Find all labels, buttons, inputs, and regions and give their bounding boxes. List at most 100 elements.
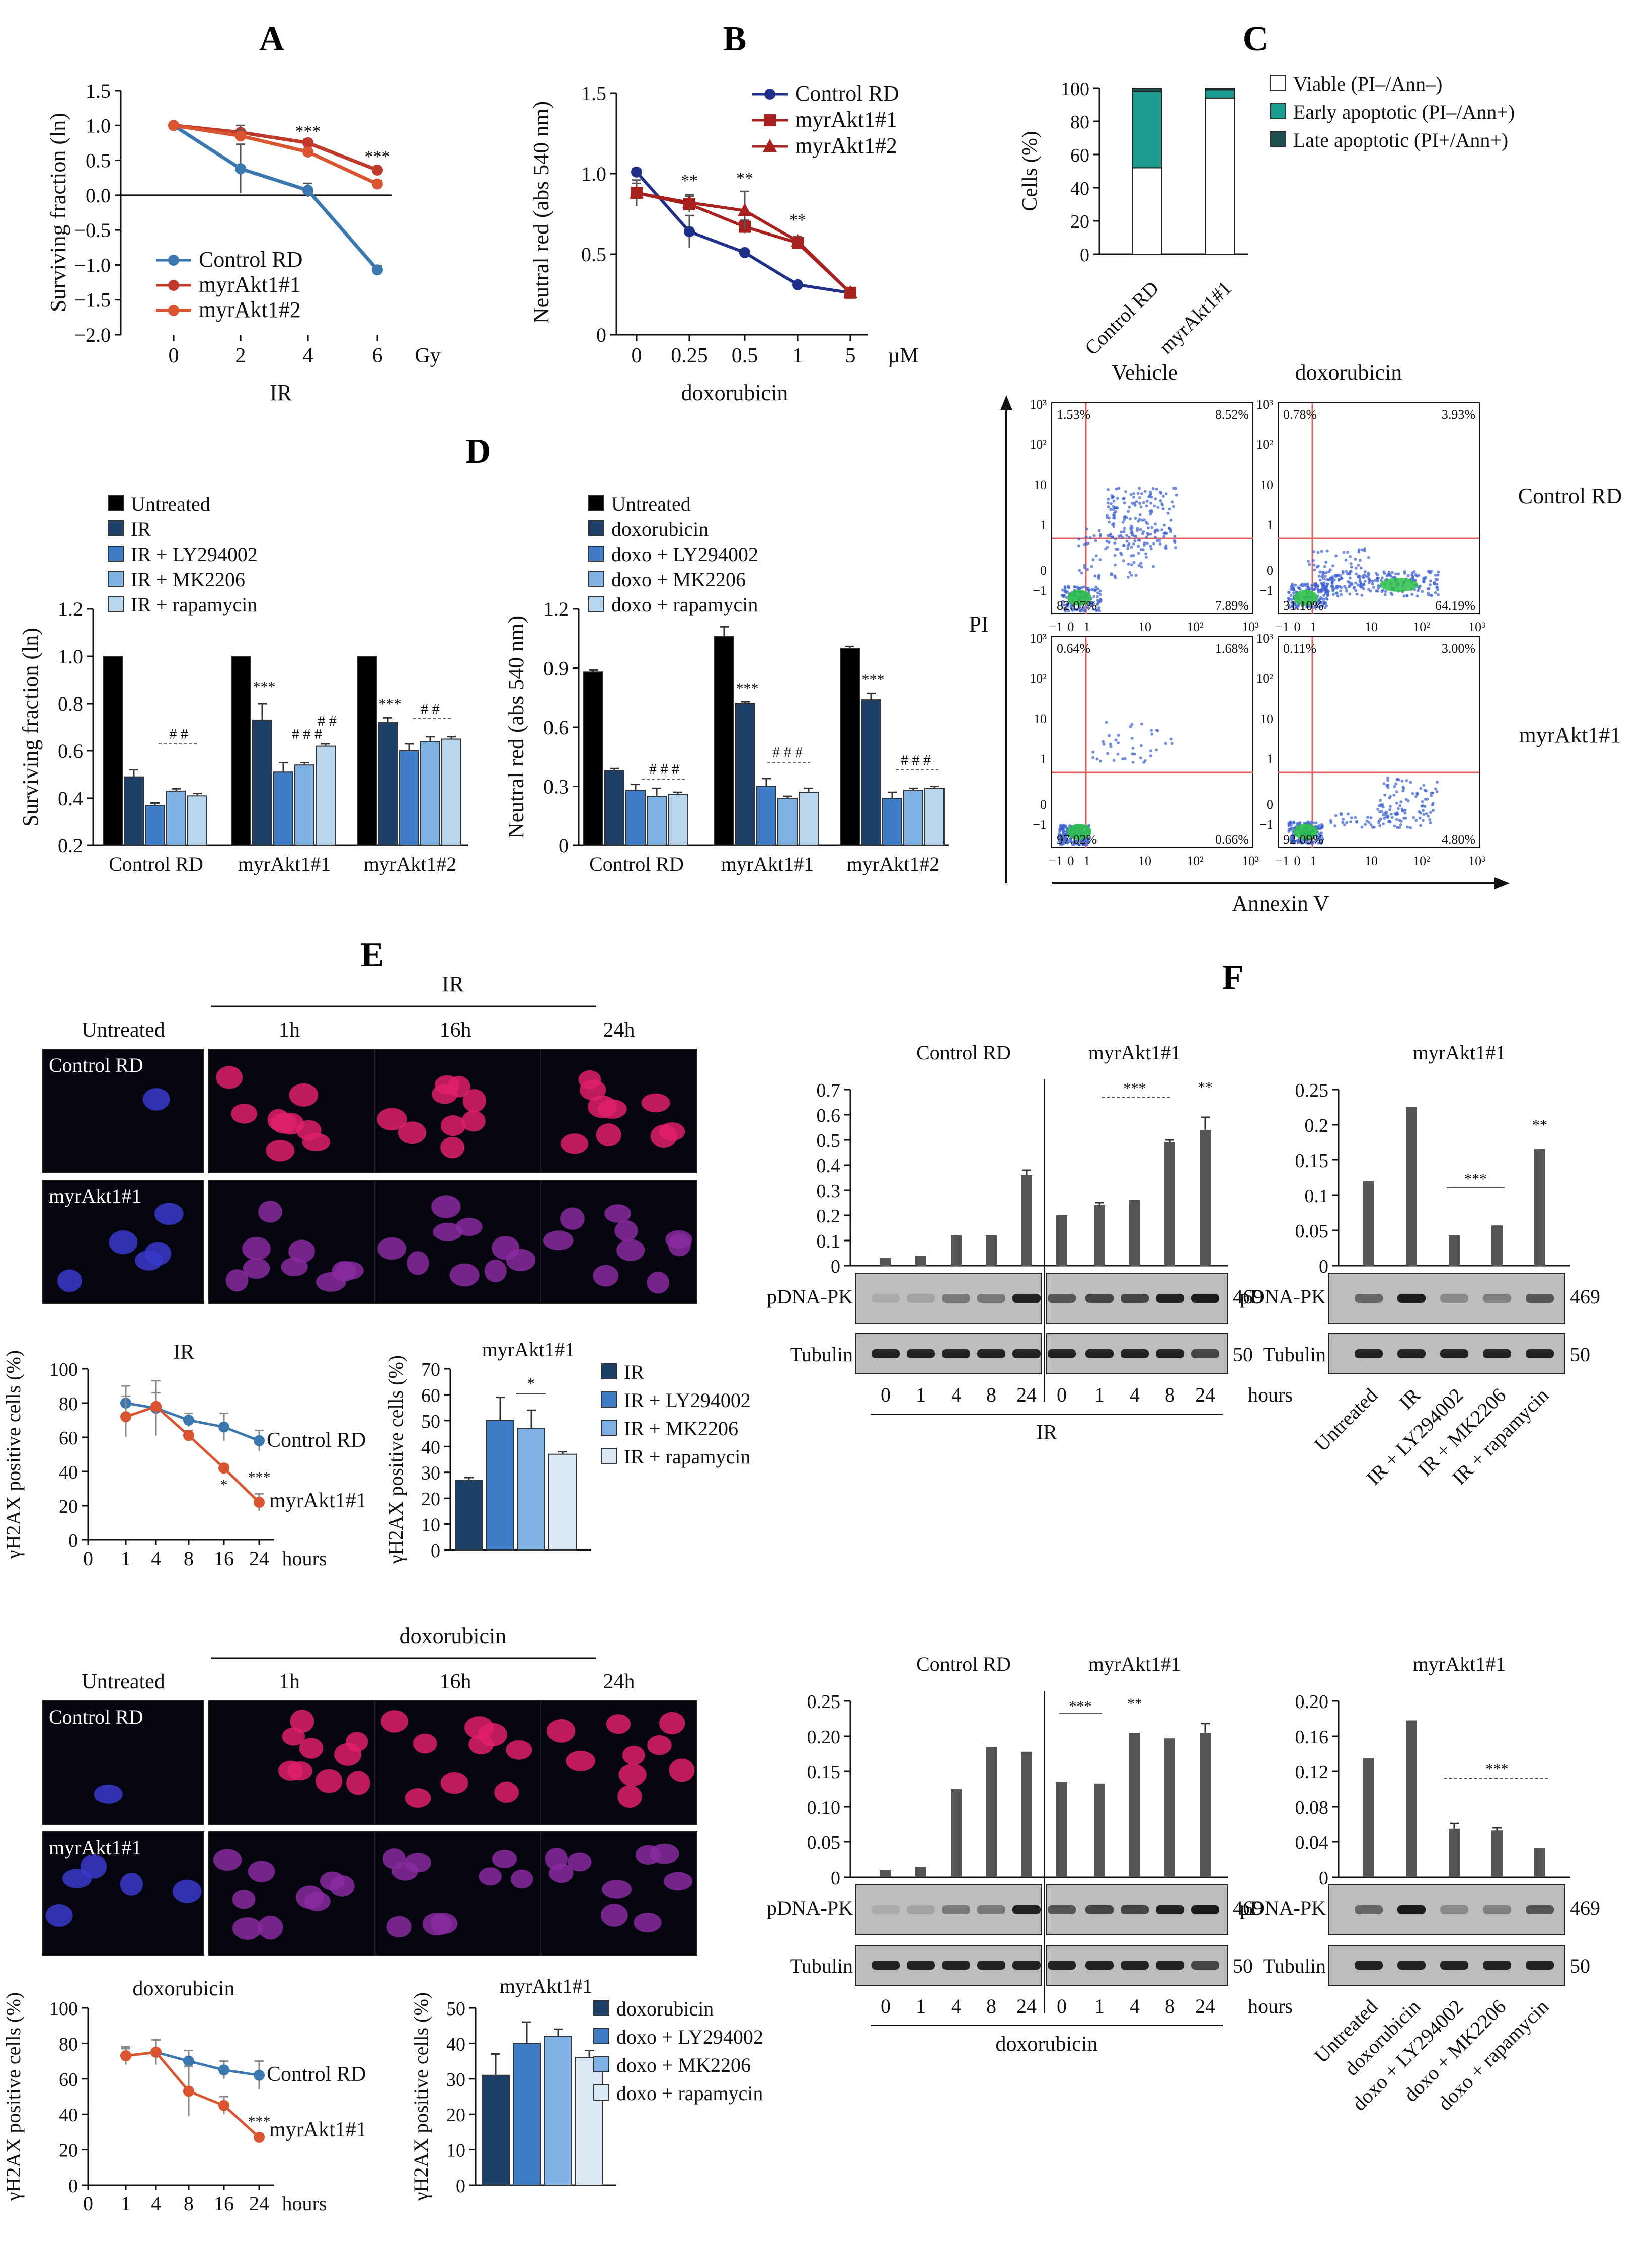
blot-band — [1440, 1294, 1468, 1303]
y-tick-label: 1.0 — [581, 163, 606, 185]
scatter-dot — [1109, 745, 1113, 748]
scatter-dot — [1307, 560, 1310, 563]
scatter-dot — [1086, 568, 1089, 571]
scatter-dot — [1162, 535, 1166, 538]
scatter-dot — [1310, 842, 1314, 845]
significance-mark: *** — [379, 695, 402, 712]
scatter-dot — [1398, 819, 1401, 822]
scatter-dot — [1105, 539, 1109, 543]
blot-size-label: 50 — [1233, 1343, 1253, 1366]
scatter-dot — [1386, 786, 1390, 789]
scatter-dot — [1117, 487, 1121, 490]
x-tick-label: 24 — [1016, 1383, 1037, 1406]
bar — [316, 745, 336, 846]
cell-nucleus — [455, 1217, 483, 1236]
scatter-dot — [1175, 493, 1178, 497]
legend-swatch — [108, 495, 124, 511]
blot-size-label: 50 — [1570, 1955, 1590, 1977]
cell-nucleus — [647, 1735, 672, 1755]
scatter-dot — [1158, 542, 1162, 546]
bar — [517, 1428, 545, 1551]
cell-nucleus — [154, 1203, 184, 1225]
blot-band — [872, 1294, 900, 1303]
cell-nucleus — [566, 1750, 595, 1771]
scatter-dot — [1091, 750, 1095, 754]
scatter-dot — [1383, 811, 1387, 815]
panel-label-b: B — [723, 20, 747, 58]
scatter-dot — [1106, 488, 1110, 491]
series-label: Control RD — [267, 2063, 366, 2086]
legend-swatch — [588, 596, 604, 612]
scatter-dot — [1346, 551, 1349, 554]
blot-band — [1048, 1905, 1076, 1914]
scatter-dot — [1345, 589, 1349, 593]
x-tick-label: 2 — [235, 344, 246, 367]
scatter-dot — [1086, 541, 1090, 545]
scatter-dot — [1362, 583, 1366, 586]
significance-mark: *** — [1486, 1761, 1509, 1777]
legend-marker — [168, 305, 179, 316]
data-point — [630, 185, 644, 199]
legend-swatch — [1270, 131, 1286, 147]
x-tick-label: myrAkt1#1 — [721, 852, 814, 875]
scatter-dot — [1320, 588, 1324, 591]
data-point — [682, 195, 696, 208]
flow-x-tick: 1 — [1084, 854, 1090, 868]
chart-title: myrAkt1#1 — [500, 1975, 592, 1997]
bar — [441, 738, 461, 846]
y-tick-label: 0.1 — [817, 1231, 841, 1252]
western-blot-strip — [855, 1884, 1042, 1935]
quadrant-percent: 0.64% — [1057, 641, 1090, 656]
blot-band — [1156, 1349, 1184, 1358]
x-axis-title: IR — [270, 380, 292, 405]
micrograph-row-label: myrAkt1#1 — [49, 1185, 141, 1207]
scatter-dot — [1094, 539, 1097, 542]
scatter-dot — [1336, 574, 1340, 577]
scatter-dot — [1107, 734, 1111, 737]
scatter-dot — [1315, 565, 1319, 569]
scatter-dot — [1406, 799, 1410, 802]
y-tick-label: 0.6 — [543, 716, 569, 739]
data-point — [254, 1435, 265, 1446]
scatter-dot — [1130, 736, 1134, 740]
scatter-dot — [1435, 582, 1439, 586]
scatter-dot — [1115, 547, 1118, 551]
scatter-dot — [1292, 592, 1295, 595]
scatter-dot — [1144, 555, 1148, 559]
bar — [273, 771, 293, 846]
scatter-dot — [1138, 538, 1141, 542]
cell-nucleus — [596, 1123, 621, 1147]
cell-nucleus — [430, 1913, 458, 1934]
legend-marker — [763, 139, 777, 152]
scatter-dot — [1426, 587, 1430, 591]
y-tick-label: −2.0 — [74, 324, 111, 346]
cell-nucleus — [266, 1139, 295, 1162]
scatter-dot — [1363, 573, 1366, 577]
legend-label: Untreated — [131, 493, 210, 515]
cell-nucleus — [278, 1760, 303, 1781]
scatter-dot — [1403, 811, 1407, 815]
blot-band — [1085, 1349, 1114, 1358]
x-tick-label: IR — [1394, 1383, 1425, 1414]
x-axis-title: IR — [1036, 1421, 1057, 1444]
bar — [951, 1789, 962, 1877]
scatter-dot — [1395, 778, 1399, 782]
density-core — [1294, 590, 1318, 606]
flow-y-tick: 10² — [1256, 671, 1273, 686]
bar — [668, 794, 688, 846]
scatter-dot — [1350, 565, 1353, 569]
scatter-dot — [1378, 810, 1381, 814]
scatter-dot — [1290, 585, 1293, 588]
scatter-dot — [1171, 500, 1174, 504]
scatter-dot — [1376, 807, 1379, 811]
scatter-dot — [1329, 821, 1333, 824]
scatter-dot — [1328, 568, 1332, 572]
scatter-dot — [1342, 817, 1345, 821]
scatter-dot — [1378, 824, 1382, 827]
data-point — [120, 2050, 131, 2062]
bar — [1164, 1738, 1175, 1877]
scatter-dot — [1436, 573, 1440, 577]
flow-y-tick: 10³ — [1030, 631, 1047, 646]
y-axis-title: Surviving fraction (ln) — [18, 628, 43, 827]
y-tick-label: 80 — [59, 1393, 78, 1415]
